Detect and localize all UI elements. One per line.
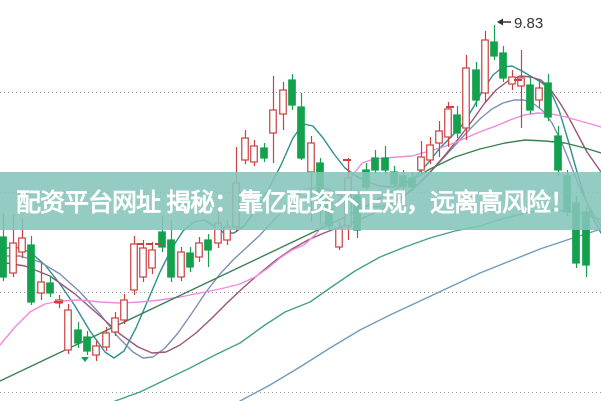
candle-down	[260, 147, 268, 159]
candle-down	[158, 231, 166, 248]
candle-up	[417, 156, 425, 171]
candle-down	[204, 239, 212, 251]
candle-up	[250, 145, 258, 163]
candle-up	[111, 317, 119, 333]
candle-up	[102, 332, 110, 348]
candle-up	[444, 108, 452, 138]
candle-up	[18, 237, 26, 253]
candle-down	[83, 336, 91, 352]
candle-down	[544, 82, 552, 118]
candle-down	[526, 84, 534, 111]
price-arrowhead	[497, 18, 503, 26]
ma-long-blue	[239, 228, 601, 401]
candle-up	[64, 309, 72, 351]
candle-down	[186, 252, 194, 268]
candle-up	[148, 249, 156, 269]
candle-up	[139, 247, 147, 278]
candle-down	[499, 52, 507, 79]
candle-down	[0, 236, 7, 278]
candle-down	[381, 157, 389, 171]
candle-up	[9, 242, 17, 274]
candle-up	[92, 345, 100, 356]
candle-up	[335, 227, 343, 248]
candle-up	[435, 130, 443, 144]
candle-down	[472, 69, 480, 101]
candle-up	[426, 144, 434, 161]
candle-down	[554, 135, 562, 171]
candle-down	[167, 239, 175, 278]
candle-up	[462, 67, 470, 129]
candle-up	[517, 77, 525, 87]
candle-up	[241, 137, 249, 161]
candle-up	[177, 251, 185, 278]
candle-down	[490, 41, 498, 57]
candle-up	[481, 39, 489, 94]
green-triangle-marker	[81, 357, 89, 362]
candle-up	[130, 243, 138, 291]
candle-up	[120, 299, 128, 321]
candle-up	[307, 142, 315, 173]
candle-up	[279, 89, 287, 115]
candle-down	[371, 157, 379, 171]
candle-up	[37, 281, 45, 294]
price-label: 9.83	[514, 15, 543, 32]
banner-text: 配资平台网址 揭秘：靠亿配资不正规，远离高风险！	[16, 189, 575, 217]
ma-long-teal	[114, 209, 601, 401]
candle-down	[453, 114, 461, 134]
candle-down	[74, 329, 82, 344]
candle-up	[535, 87, 543, 101]
candle-down	[46, 282, 54, 294]
candle-down	[288, 79, 296, 106]
candle-down	[27, 244, 35, 303]
candle-down	[297, 106, 305, 159]
candle-up	[269, 109, 277, 134]
overlay-banner: 配资平台网址 揭秘：靠亿配资不正规，远离高风险！	[0, 172, 601, 230]
candle-up	[195, 242, 203, 258]
